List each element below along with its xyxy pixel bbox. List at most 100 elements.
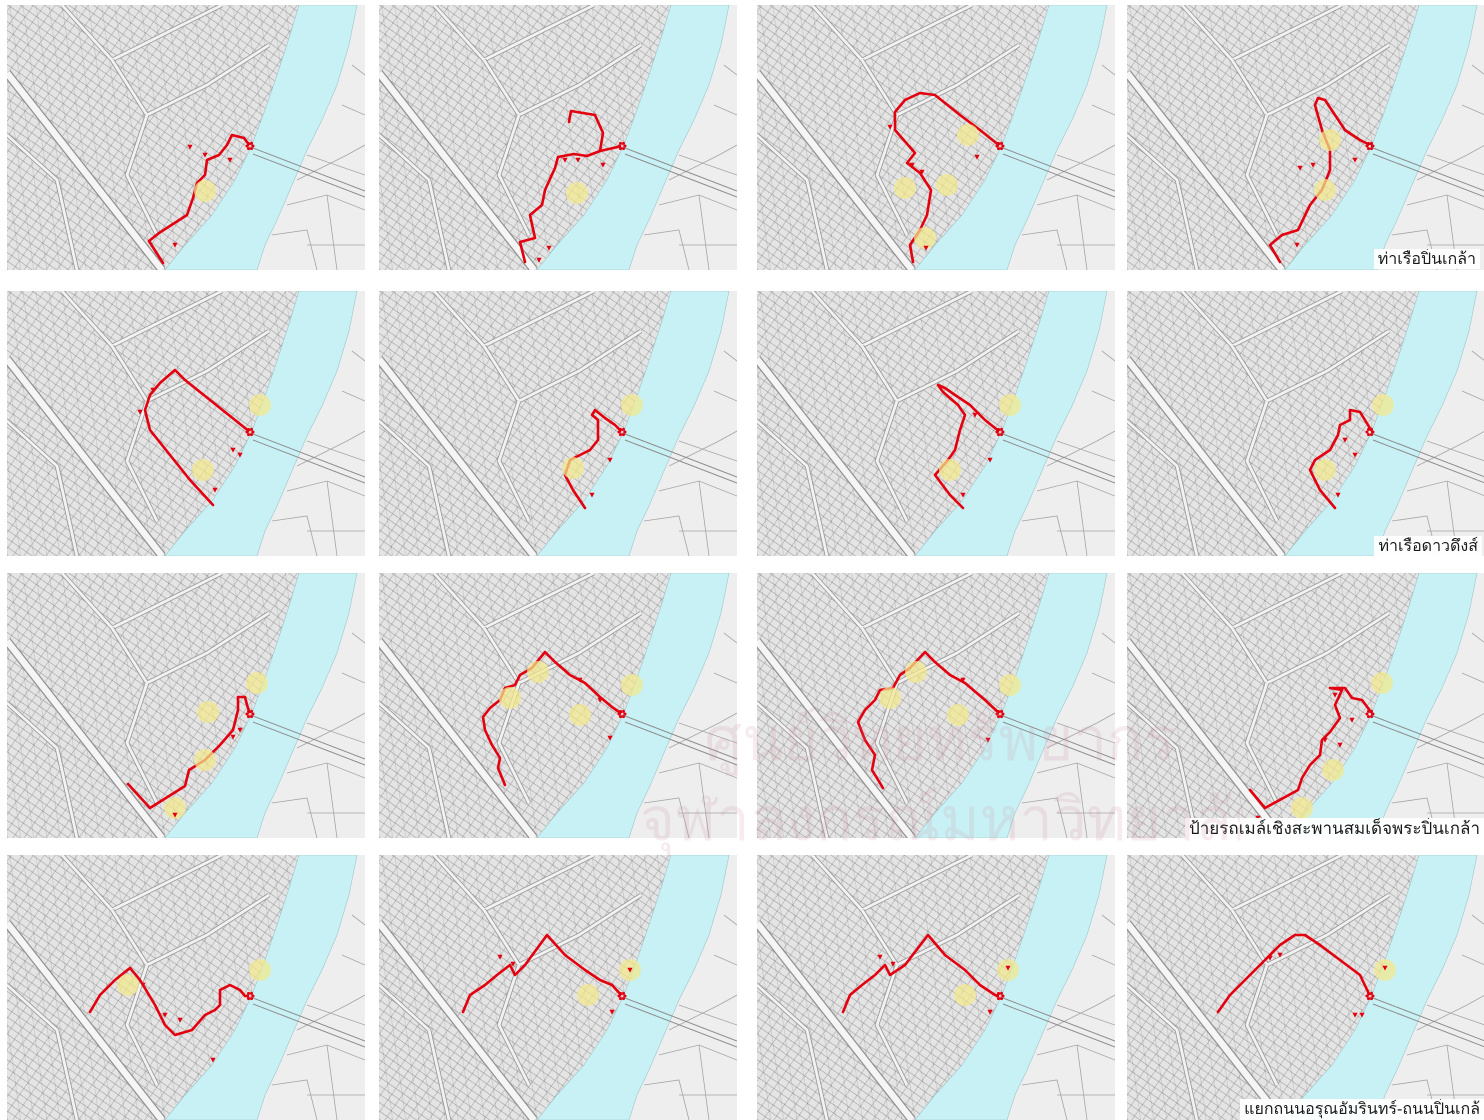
- pier-petal: [250, 709, 253, 713]
- minor-road: [110, 893, 270, 967]
- pier-petal: [1001, 712, 1005, 716]
- pier-petal: [1367, 147, 1370, 151]
- landmark-circle-icon: [1314, 459, 1336, 481]
- bridge-edge: [252, 997, 365, 1042]
- stop-marker-icon: [1352, 1012, 1358, 1018]
- minor-roads: [1127, 291, 1391, 556]
- river: [1284, 5, 1478, 270]
- canal-line: [1471, 64, 1484, 75]
- map-svg: [379, 855, 737, 1120]
- landmark-circle-icon: [569, 704, 591, 726]
- base-map: [7, 5, 365, 270]
- landmark-circle-icon: [957, 124, 979, 146]
- minor-road: [860, 893, 1021, 968]
- canal-line: [698, 194, 710, 270]
- base-map: [379, 573, 737, 838]
- minor-road: [110, 43, 270, 117]
- base-layer: [7, 291, 365, 556]
- main-road: [757, 638, 916, 838]
- stop-marker-icon: [177, 1017, 183, 1023]
- stop-marker-icon: [150, 387, 156, 393]
- canal-line: [1056, 154, 1115, 176]
- pier-center: [249, 145, 251, 147]
- pier-marker-icon: [1365, 427, 1375, 437]
- map-svg: [379, 291, 737, 556]
- main-road: [1127, 920, 1286, 1120]
- stop-marker-icon: [909, 162, 915, 168]
- pier-marker-icon: [1365, 991, 1375, 1001]
- pier-petal: [1367, 715, 1370, 719]
- minor-road: [482, 893, 642, 967]
- minor-roads: [1127, 573, 1391, 838]
- route-overlay: [856, 650, 1021, 790]
- canal-line: [1471, 632, 1484, 643]
- landmark-circle-icon: [246, 672, 268, 694]
- minor-roads: [7, 573, 271, 838]
- base-layer: [757, 5, 1115, 270]
- bridge-edge: [624, 439, 737, 484]
- bridge: [252, 433, 365, 484]
- bridge-edge: [1372, 997, 1484, 1042]
- main-road: [7, 920, 166, 1120]
- stop-marker-icon: [1277, 952, 1283, 958]
- base-layer: [1127, 5, 1484, 270]
- canal-line: [351, 350, 365, 362]
- canal-line: [678, 1004, 737, 1026]
- canal-line: [271, 797, 318, 838]
- pier-petal: [250, 147, 253, 151]
- bridge-edge: [624, 153, 737, 198]
- main-road-core: [757, 356, 915, 556]
- route-line: [147, 133, 252, 265]
- bridge-edge: [1002, 1003, 1115, 1048]
- minor-road: [1180, 291, 1343, 348]
- pier-marker-icon: [995, 427, 1005, 437]
- canal-line: [698, 762, 710, 838]
- landmark-circle-icon: [1371, 672, 1393, 694]
- pier-petal: [623, 430, 627, 434]
- canal-line: [1056, 1004, 1115, 1026]
- minor-road: [482, 611, 643, 686]
- pier-petal: [997, 997, 1000, 1001]
- minor-roads: [7, 5, 271, 270]
- minor-roads: [379, 291, 643, 556]
- landmark-circle-icon: [879, 687, 901, 709]
- river: [536, 855, 730, 1120]
- pier-petal: [1365, 144, 1369, 148]
- minor-road: [1180, 5, 1343, 62]
- base-map: [1127, 5, 1484, 270]
- pier-center: [621, 995, 623, 997]
- main-road: [1127, 356, 1286, 556]
- canal-line: [306, 1004, 365, 1026]
- stop-marker-icon: [890, 961, 896, 967]
- stop-marker-icon: [162, 1012, 168, 1018]
- pier-petal: [997, 991, 1000, 995]
- canal-line: [723, 350, 737, 362]
- stop-marker-icon: [1332, 692, 1338, 698]
- minor-road: [1180, 573, 1343, 630]
- stop-marker-icon: [1297, 165, 1303, 171]
- canal-line: [1101, 64, 1115, 76]
- base-map: [757, 573, 1115, 838]
- canal-line: [1101, 350, 1115, 362]
- canal-line: [271, 515, 318, 556]
- pier-petal: [997, 427, 1000, 431]
- base-layer: [1127, 573, 1484, 838]
- pier-petal: [250, 141, 253, 145]
- pier-petal: [1370, 427, 1373, 431]
- stop-marker-icon: [972, 412, 978, 418]
- route-line: [893, 91, 1002, 264]
- canal-line: [1101, 914, 1115, 926]
- base-map: [379, 291, 737, 556]
- route-overlay: [147, 133, 255, 265]
- main-road: [7, 70, 166, 270]
- stop-marker-icon: [227, 157, 233, 163]
- pier-marker-icon: [617, 991, 627, 1001]
- bridge-edge: [1002, 147, 1115, 192]
- base-layer: [1127, 291, 1484, 556]
- minor-road: [860, 611, 1021, 686]
- bridge-edge: [624, 721, 737, 766]
- base-layer: [379, 5, 737, 270]
- main-road-core: [7, 920, 165, 1120]
- pier-petal: [1370, 709, 1373, 713]
- base-layer: [7, 5, 365, 270]
